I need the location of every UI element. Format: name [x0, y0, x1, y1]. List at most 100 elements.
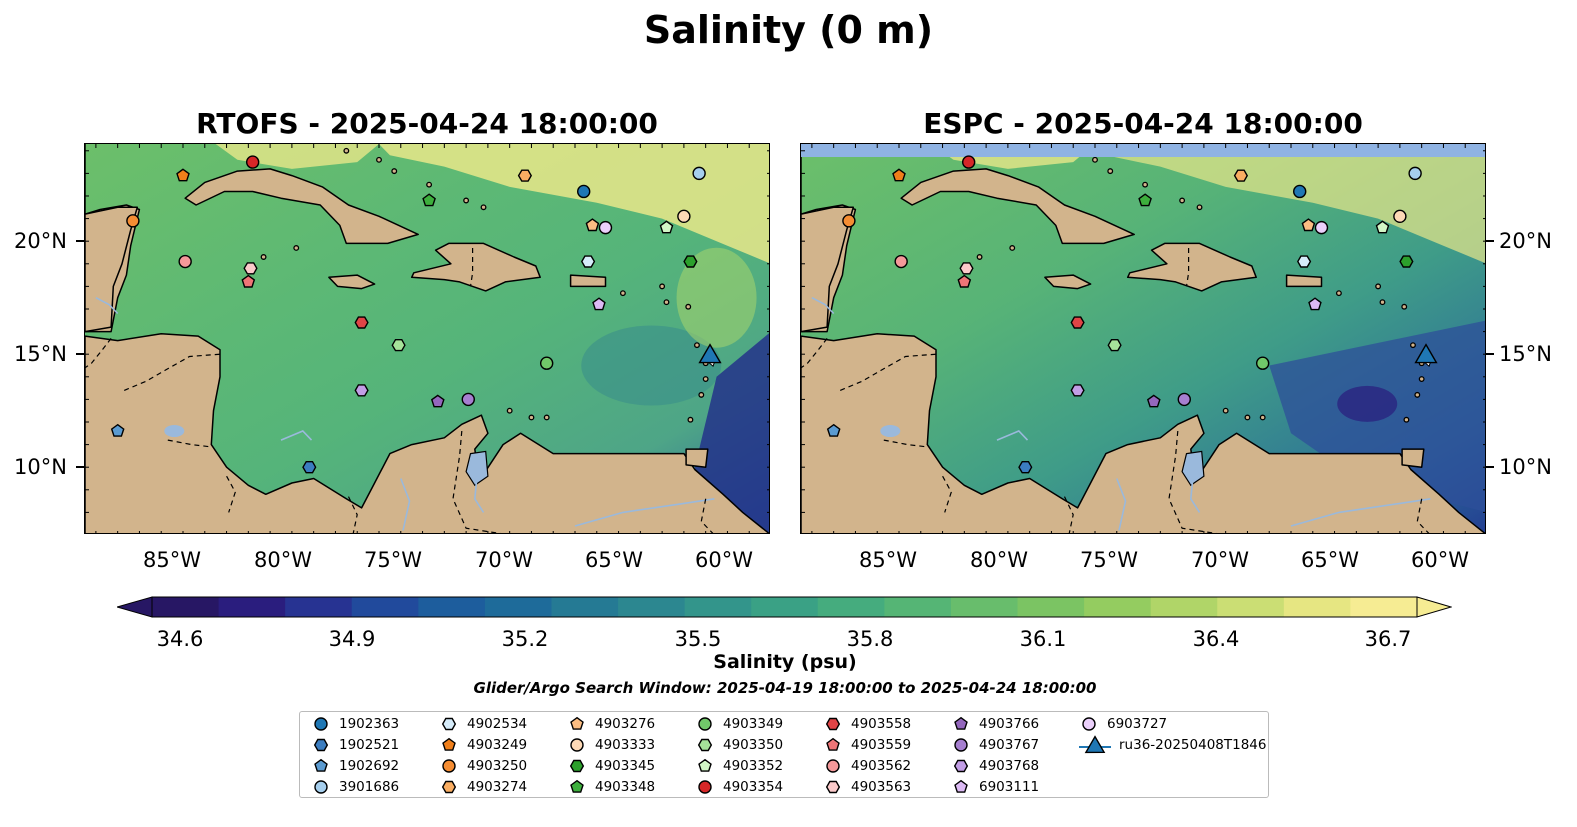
float-legend: 1902363 1902521 1902692 3901686 4902534 49032… — [299, 711, 1269, 798]
espc-map — [800, 143, 1486, 534]
legend-label: 4903559 — [851, 737, 912, 753]
legend-marker — [442, 759, 456, 773]
float-marker-4903767 — [461, 392, 475, 407]
legend-marker — [1084, 735, 1106, 754]
colorbar-label: Salinity (psu) — [713, 651, 857, 673]
float-marker-1902363 — [577, 184, 591, 199]
legend-item-4903559: 4903559 — [822, 735, 911, 755]
land-mass — [801, 206, 855, 333]
espc-panel-title: ESPC - 2025-04-24 18:00:00 — [923, 107, 1363, 140]
river — [1116, 478, 1127, 531]
float-marker-4903766 — [1146, 394, 1161, 408]
country-border — [883, 439, 928, 448]
legend-label: 6903111 — [979, 779, 1040, 795]
high-salinity-filament — [676, 247, 757, 348]
float-marker-4903354 — [961, 155, 976, 169]
colorbar-segment — [884, 597, 952, 617]
small-island — [659, 283, 666, 290]
colorbar-segment — [285, 597, 353, 617]
legend-marker — [314, 758, 328, 772]
circle-marker-icon — [1082, 717, 1096, 731]
pentagon-marker-icon — [570, 779, 584, 793]
hexagon-marker-icon — [313, 738, 329, 752]
colorbar-tick-label: 36.1 — [1019, 627, 1067, 651]
float-marker-1902692 — [826, 423, 841, 437]
circle-marker-icon — [570, 738, 584, 752]
legend-item-4903276: 4903276 — [566, 714, 655, 734]
legend-item-4903348: 4903348 — [566, 777, 655, 797]
small-island — [391, 168, 398, 175]
legend-marker — [954, 716, 968, 730]
tick — [76, 240, 84, 242]
legend-item-4903250: 4903250 — [438, 756, 527, 776]
small-island — [293, 245, 300, 251]
small-island — [260, 254, 267, 260]
small-island — [1222, 407, 1229, 414]
legend-label: 4903558 — [851, 716, 912, 732]
legend-label: 4903562 — [851, 758, 912, 774]
pentagon-marker-icon — [698, 758, 712, 772]
lon-label-70w-left: 70°W — [475, 548, 533, 572]
lon-label-65w-right: 65°W — [1301, 548, 1359, 572]
colorbar-segment — [418, 597, 486, 617]
colorbar-segment — [551, 597, 619, 617]
lat-label-10n-right: 10°N — [1499, 455, 1552, 479]
colorbar-tick-label: 34.6 — [156, 627, 204, 651]
lon-label-85w-right: 85°W — [859, 548, 917, 572]
lon-label-85w-left: 85°W — [143, 548, 201, 572]
small-island — [1092, 156, 1098, 163]
small-island — [463, 197, 470, 204]
lon-label-75w-right: 75°W — [1080, 548, 1138, 572]
tick — [76, 353, 84, 355]
small-island — [543, 414, 550, 421]
legend-marker — [698, 717, 712, 731]
salinity-colorbar — [117, 596, 1452, 618]
land-mass — [328, 274, 376, 290]
colorbar-segment — [218, 597, 286, 617]
small-island — [1009, 245, 1016, 251]
river — [1290, 498, 1431, 527]
legend-label: 4903276 — [595, 716, 656, 732]
legend-item-4903274: 4903274 — [438, 777, 527, 797]
hexagon-marker-icon — [953, 759, 969, 773]
small-island — [698, 391, 705, 398]
float-marker-3901686 — [692, 166, 706, 181]
legend-item-4903767: 4903767 — [950, 735, 1039, 755]
lon-label-65w-left: 65°W — [585, 548, 643, 572]
small-island — [506, 407, 513, 414]
hexagon-marker-icon — [569, 759, 585, 773]
small-island — [480, 204, 487, 211]
small-island — [685, 303, 692, 310]
float-marker-1902363 — [1293, 184, 1307, 199]
legend-item-3901686: 3901686 — [310, 777, 399, 797]
legend-item-4903562: 4903562 — [822, 756, 911, 776]
float-marker-4903348 — [422, 193, 436, 207]
legend-label: 6903727 — [1107, 716, 1168, 732]
circle-marker-icon — [826, 759, 840, 773]
legend-item-4903345: 4903345 — [566, 756, 655, 776]
pentagon-marker-icon — [826, 737, 840, 751]
low-salinity-region — [694, 333, 769, 533]
float-marker-4903559 — [957, 274, 972, 288]
float-marker-4903563 — [959, 262, 974, 275]
small-island — [426, 181, 433, 188]
small-island — [702, 376, 709, 383]
legend-marker — [1082, 717, 1096, 731]
lake-maracaibo — [1181, 450, 1205, 487]
rtofs-panel-title: RTOFS - 2025-04-24 18:00:00 — [196, 107, 658, 140]
colorbar-segment — [684, 597, 752, 617]
land-mass — [900, 168, 1135, 245]
float-marker-6903111 — [1308, 297, 1322, 311]
colorbar-segment — [1017, 597, 1085, 617]
tick — [1486, 466, 1494, 468]
river — [811, 296, 835, 315]
small-island — [976, 254, 983, 260]
float-marker-4903558 — [354, 316, 369, 329]
legend-label: ru36-20250408T1846 — [1119, 737, 1267, 753]
colorbar-segment — [618, 597, 686, 617]
legend-marker — [697, 738, 713, 752]
legend-label: 1902692 — [339, 758, 400, 774]
float-marker-4903276 — [1301, 218, 1316, 232]
float-marker-4903562 — [178, 254, 192, 269]
country-border — [85, 338, 112, 369]
